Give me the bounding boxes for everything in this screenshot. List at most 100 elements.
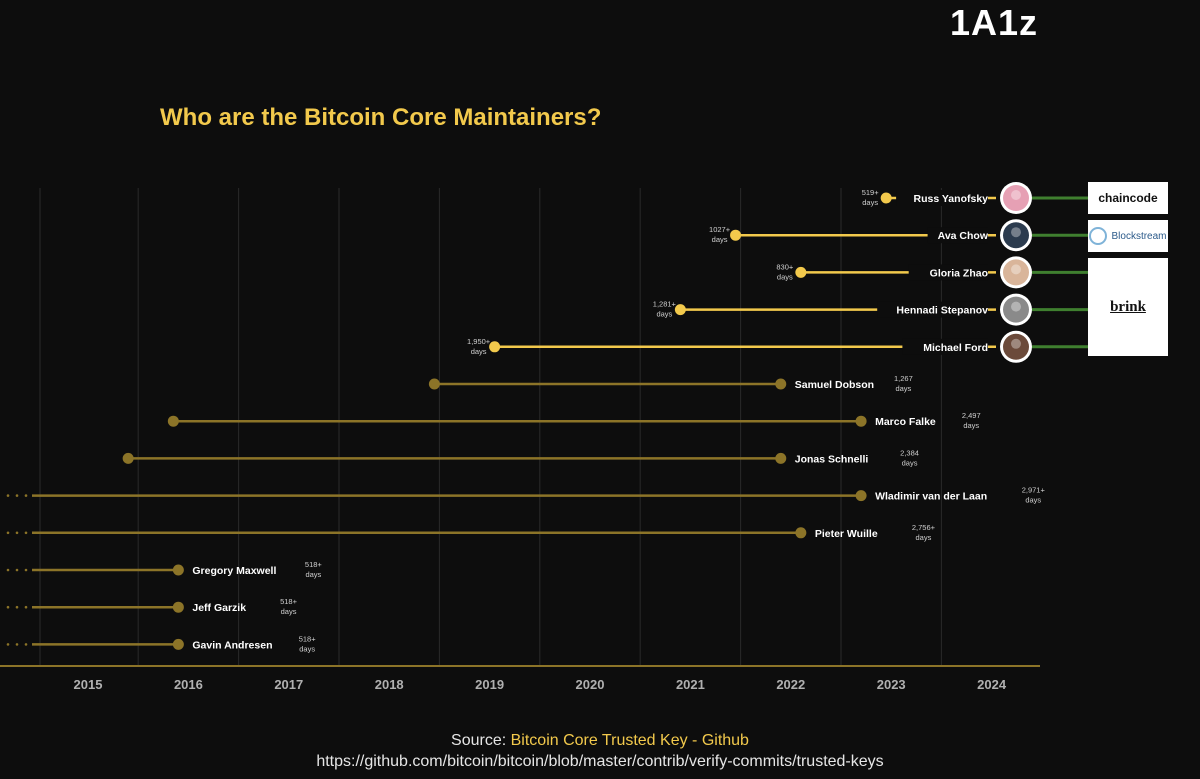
maintainer-name: Samuel Dobson — [795, 379, 874, 391]
days-unit: days — [963, 421, 979, 430]
maintainer-name: Gregory Maxwell — [192, 565, 276, 577]
blockstream-logo-text: Blockstream — [1111, 230, 1167, 242]
x-tick-label: 2017 — [274, 677, 303, 692]
label-mask — [927, 227, 988, 244]
days-count: 2,971+ — [1022, 486, 1046, 495]
days-count: 2,756+ — [912, 523, 936, 532]
continuation-dot — [15, 568, 19, 572]
source-link[interactable]: Bitcoin Core Trusted Key - Github — [510, 732, 749, 749]
avatar-head-icon — [1011, 264, 1021, 275]
avatar-head-icon — [1011, 338, 1021, 349]
continuation-dot — [24, 531, 28, 535]
continuation-dot — [15, 531, 19, 535]
avatar — [1003, 259, 1029, 286]
avatar — [1003, 296, 1029, 323]
end-dot — [775, 378, 787, 390]
maintainer-name: Michael Ford — [923, 342, 988, 354]
maintainer-name: Gavin Andresen — [192, 639, 272, 651]
days-count: 830+ — [776, 262, 794, 271]
maintainer-name: Hennadi Stepanov — [896, 305, 988, 317]
days-count: 518+ — [305, 560, 323, 569]
x-tick-label: 2020 — [576, 677, 605, 692]
continuation-dot — [6, 531, 10, 535]
days-unit: days — [862, 198, 878, 207]
x-tick-label: 2022 — [776, 677, 805, 692]
brink-logo: brink — [1088, 258, 1168, 356]
days-unit: days — [916, 533, 932, 542]
continuation-dot — [15, 605, 19, 609]
source-url[interactable]: https://github.com/bitcoin/bitcoin/blob/… — [316, 753, 884, 770]
end-dot — [172, 564, 184, 576]
start-dot — [674, 304, 686, 316]
end-dot — [795, 527, 807, 539]
start-dot — [428, 378, 440, 390]
maintainer-name: Wladimir van der Laan — [875, 491, 987, 503]
days-count: 1,281+ — [653, 300, 677, 309]
start-dot — [880, 192, 892, 204]
avatar — [1003, 222, 1029, 249]
days-count: 2,497 — [962, 411, 981, 420]
blockstream-logo: Blockstream — [1088, 220, 1168, 252]
continuation-dot — [6, 568, 10, 572]
x-tick-label: 2016 — [174, 677, 203, 692]
x-tick-label: 2019 — [475, 677, 504, 692]
avatar — [1003, 185, 1029, 211]
label-mask — [908, 264, 988, 281]
avatar — [1003, 333, 1029, 360]
chaincode-logo: chaincode — [1088, 182, 1168, 214]
end-dot — [172, 638, 184, 650]
end-dot — [775, 452, 787, 464]
days-unit: days — [305, 570, 321, 579]
maintainer-name: Jonas Schnelli — [795, 453, 869, 465]
days-unit: days — [902, 458, 918, 467]
chart-title: Who are the Bitcoin Core Maintainers? — [160, 104, 602, 131]
continuation-dot — [24, 643, 28, 646]
continuation-dot — [15, 494, 19, 497]
days-unit: days — [895, 384, 911, 393]
end-dot — [172, 601, 184, 613]
avatar-head-icon — [1011, 301, 1021, 312]
maintainer-name: Marco Falke — [875, 416, 936, 428]
days-count: 518+ — [299, 634, 317, 643]
x-tick-label: 2023 — [877, 677, 906, 692]
continuation-dot — [6, 643, 10, 646]
days-unit: days — [471, 347, 487, 356]
end-dot — [855, 415, 867, 427]
end-dot — [855, 490, 867, 502]
x-tick-label: 2015 — [74, 677, 103, 692]
continuation-dot — [24, 605, 28, 609]
brink-logo-text: brink — [1110, 298, 1146, 315]
start-dot — [489, 341, 501, 353]
start-dot — [167, 415, 179, 427]
label-mask — [896, 190, 988, 206]
avatar-head-icon — [1011, 190, 1021, 200]
days-count: 1027+ — [709, 225, 731, 234]
source-note: Source: Bitcoin Core Trusted Key - Githu… — [0, 730, 1200, 772]
maintainer-name: Ava Chow — [938, 230, 989, 242]
maintainer-name: Pieter Wuille — [815, 528, 878, 540]
continuation-dot — [15, 643, 19, 646]
start-dot — [730, 229, 742, 241]
chaincode-logo-text: chaincode — [1098, 191, 1158, 205]
maintainer-name: Jeff Garzik — [192, 602, 246, 614]
x-tick-label: 2021 — [676, 677, 705, 692]
avatar-head-icon — [1011, 227, 1021, 238]
days-count: 2,384 — [900, 448, 919, 457]
days-count: 518+ — [280, 597, 298, 606]
source-label: Source: — [451, 732, 511, 749]
maintainer-name: Russ Yanofsky — [913, 193, 988, 205]
label-mask — [877, 301, 988, 318]
x-tick-label: 2024 — [977, 677, 1007, 692]
continuation-dot — [6, 494, 10, 497]
maintainer-name: Gloria Zhao — [930, 267, 988, 279]
continuation-dot — [24, 568, 28, 572]
days-unit: days — [1025, 496, 1041, 505]
continuation-dot — [24, 494, 28, 497]
days-unit: days — [656, 310, 672, 319]
days-count: 1,950+ — [467, 337, 491, 346]
days-count: 1,267 — [894, 374, 913, 383]
brand-logo: 1A1z — [950, 2, 1039, 43]
blockstream-ring-icon — [1089, 227, 1108, 245]
